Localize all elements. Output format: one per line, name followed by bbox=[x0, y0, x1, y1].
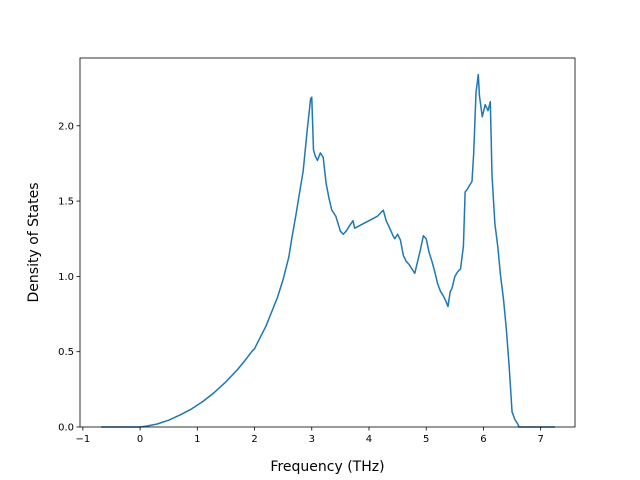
x-tick-label: 2 bbox=[251, 434, 257, 445]
x-axis: −1 0 1 2 3 4 5 6 7 bbox=[75, 427, 544, 445]
y-axis: 0.0 0.5 1.0 1.5 2.0 bbox=[58, 121, 80, 434]
x-tick-label: 7 bbox=[537, 434, 543, 445]
plot-area bbox=[79, 57, 576, 428]
dos-series-line bbox=[101, 73, 555, 428]
y-tick-label: 0.0 bbox=[58, 423, 74, 434]
y-tick-label: 2.0 bbox=[58, 121, 74, 132]
x-tick-label: −1 bbox=[75, 434, 90, 445]
x-axis-label: Frequency (THz) bbox=[270, 459, 384, 475]
x-tick-label: 4 bbox=[366, 434, 372, 445]
x-tick-label: 0 bbox=[137, 434, 143, 445]
axes-frame bbox=[79, 57, 576, 428]
y-tick-label: 0.5 bbox=[58, 347, 74, 358]
y-tick-label: 1.5 bbox=[58, 197, 74, 208]
y-axis-label: Density of States bbox=[26, 183, 42, 303]
y-tick-label: 1.0 bbox=[58, 272, 74, 283]
x-tick-label: 1 bbox=[194, 434, 200, 445]
x-tick-label: 6 bbox=[480, 434, 486, 445]
x-tick-label: 5 bbox=[423, 434, 429, 445]
x-tick-label: 3 bbox=[309, 434, 315, 445]
